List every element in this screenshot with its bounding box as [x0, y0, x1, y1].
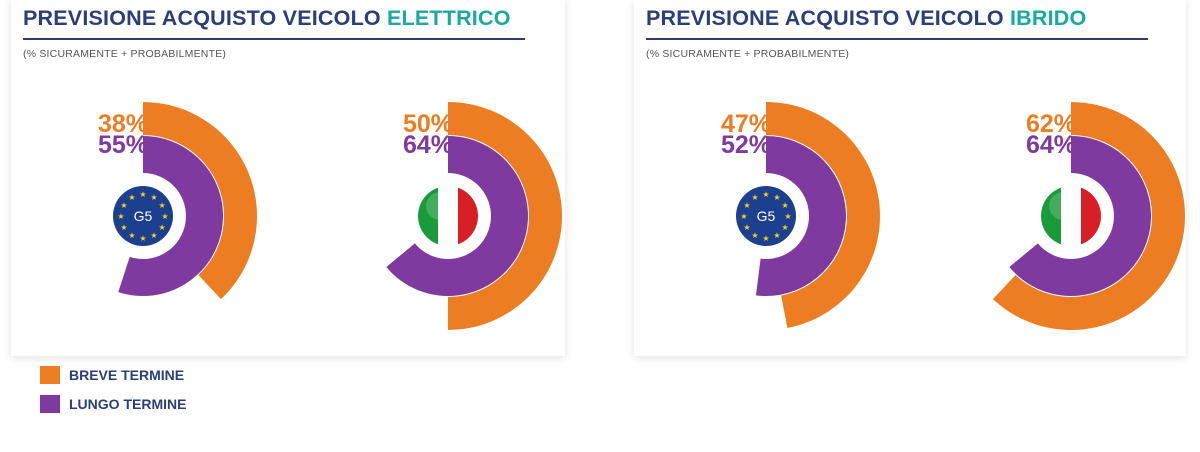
- title-main: PREVISIONE ACQUISTO VEICOLO: [23, 6, 387, 30]
- flag-gloss: [426, 192, 454, 220]
- flag-stripe-green: [418, 186, 438, 246]
- eu-flag-icon: ★ ★★★★★★★★★★★G5: [113, 186, 173, 246]
- eu-star: ★: [159, 201, 166, 210]
- short-term-value-label: 47%: [721, 110, 771, 138]
- short-term-arc: [448, 102, 562, 330]
- legend-label-short: BREVE TERMINE: [69, 367, 185, 383]
- legend-swatch-short: [40, 366, 60, 384]
- long-term-value-label: 64%: [1026, 131, 1076, 159]
- eu-star: ★: [740, 212, 747, 221]
- short-term-value-label: 50%: [403, 110, 453, 138]
- eu-star: ★: [782, 201, 789, 210]
- long-term-arc: [755, 136, 846, 296]
- eu-star: ★: [128, 231, 135, 240]
- radial-group: 62%64%: [992, 102, 1186, 330]
- flag-stripes: [1041, 186, 1101, 246]
- eu-star: ★: [773, 231, 780, 240]
- eu-star: ★: [159, 223, 166, 232]
- chart-title: PREVISIONE ACQUISTO VEICOLO ELETTRICO: [23, 6, 511, 31]
- flag-stripe-white: [438, 186, 458, 246]
- title-highlight: ELETTRICO: [387, 6, 511, 30]
- flag-stripe-green: [1041, 186, 1061, 246]
- chart-subtitle: (% SICURAMENTE + PROBABILMENTE): [646, 48, 850, 60]
- flag-stripe-red: [1081, 186, 1101, 246]
- eu-star: ★: [762, 234, 769, 243]
- chart-subtitle: (% SICURAMENTE + PROBABILMENTE): [23, 48, 227, 60]
- badge-label: G5: [134, 208, 153, 224]
- eu-star: ★: [139, 234, 146, 243]
- flag-stripes: [418, 186, 478, 246]
- eu-star: ★: [782, 223, 789, 232]
- eu-star: ★: [117, 212, 124, 221]
- flag-stripe-white: [1061, 186, 1081, 246]
- title-underline: [646, 38, 1148, 40]
- long-term-arc: [386, 136, 529, 297]
- eu-star: ★: [120, 201, 127, 210]
- eu-flag-disc: [113, 186, 173, 246]
- eu-star: ★: [150, 231, 157, 240]
- title-highlight: IBRIDO: [1010, 6, 1087, 30]
- short-term-value-label: 38%: [98, 110, 148, 138]
- italy-flag-icon: [418, 186, 478, 246]
- italy-flag-icon: [1041, 186, 1101, 246]
- legend-swatch-long: [40, 395, 60, 413]
- eu-star: ★: [751, 231, 758, 240]
- short-term-arc: [143, 102, 257, 300]
- eu-star: ★: [751, 193, 758, 202]
- eu-star: ★: [120, 223, 127, 232]
- legend-label-long: LUNGO TERMINE: [69, 396, 187, 412]
- radial-group: 47%52%★ ★★★★★★★★★★★G5: [721, 102, 880, 328]
- chart-panel-ibrido: PREVISIONE ACQUISTO VEICOLO IBRIDO (% SI…: [634, 0, 1186, 356]
- long-term-value-label: 64%: [403, 131, 453, 159]
- eu-star: ★: [773, 193, 780, 202]
- eu-star: ★: [161, 212, 168, 221]
- short-term-arc: [766, 102, 880, 328]
- long-term-arc: [1009, 136, 1152, 297]
- eu-star: ★: [139, 190, 146, 199]
- long-term-arc: [118, 136, 224, 296]
- eu-star: ★: [784, 212, 791, 221]
- flag-gloss: [1049, 192, 1077, 220]
- radial-group: 50%64%: [386, 102, 562, 330]
- eu-star: ★: [743, 201, 750, 210]
- short-term-arc: [992, 102, 1186, 330]
- eu-star: ★: [743, 223, 750, 232]
- eu-star: ★: [150, 193, 157, 202]
- title-main: PREVISIONE ACQUISTO VEICOLO: [646, 6, 1010, 30]
- eu-star: ★: [128, 193, 135, 202]
- chart-title: PREVISIONE ACQUISTO VEICOLO IBRIDO: [646, 6, 1086, 31]
- title-underline: [23, 38, 525, 40]
- long-term-value-label: 55%: [98, 131, 148, 159]
- eu-star: ★: [762, 190, 769, 199]
- eu-flag-icon: ★ ★★★★★★★★★★★G5: [736, 186, 796, 246]
- badge-label: G5: [757, 208, 776, 224]
- radial-group: 38%55%★ ★★★★★★★★★★★G5: [98, 102, 257, 300]
- eu-flag-disc: [736, 186, 796, 246]
- long-term-value-label: 52%: [721, 131, 771, 159]
- chart-panel-elettrico: PREVISIONE ACQUISTO VEICOLO ELETTRICO (%…: [11, 0, 565, 356]
- short-term-value-label: 62%: [1026, 110, 1076, 138]
- flag-stripe-red: [458, 186, 478, 246]
